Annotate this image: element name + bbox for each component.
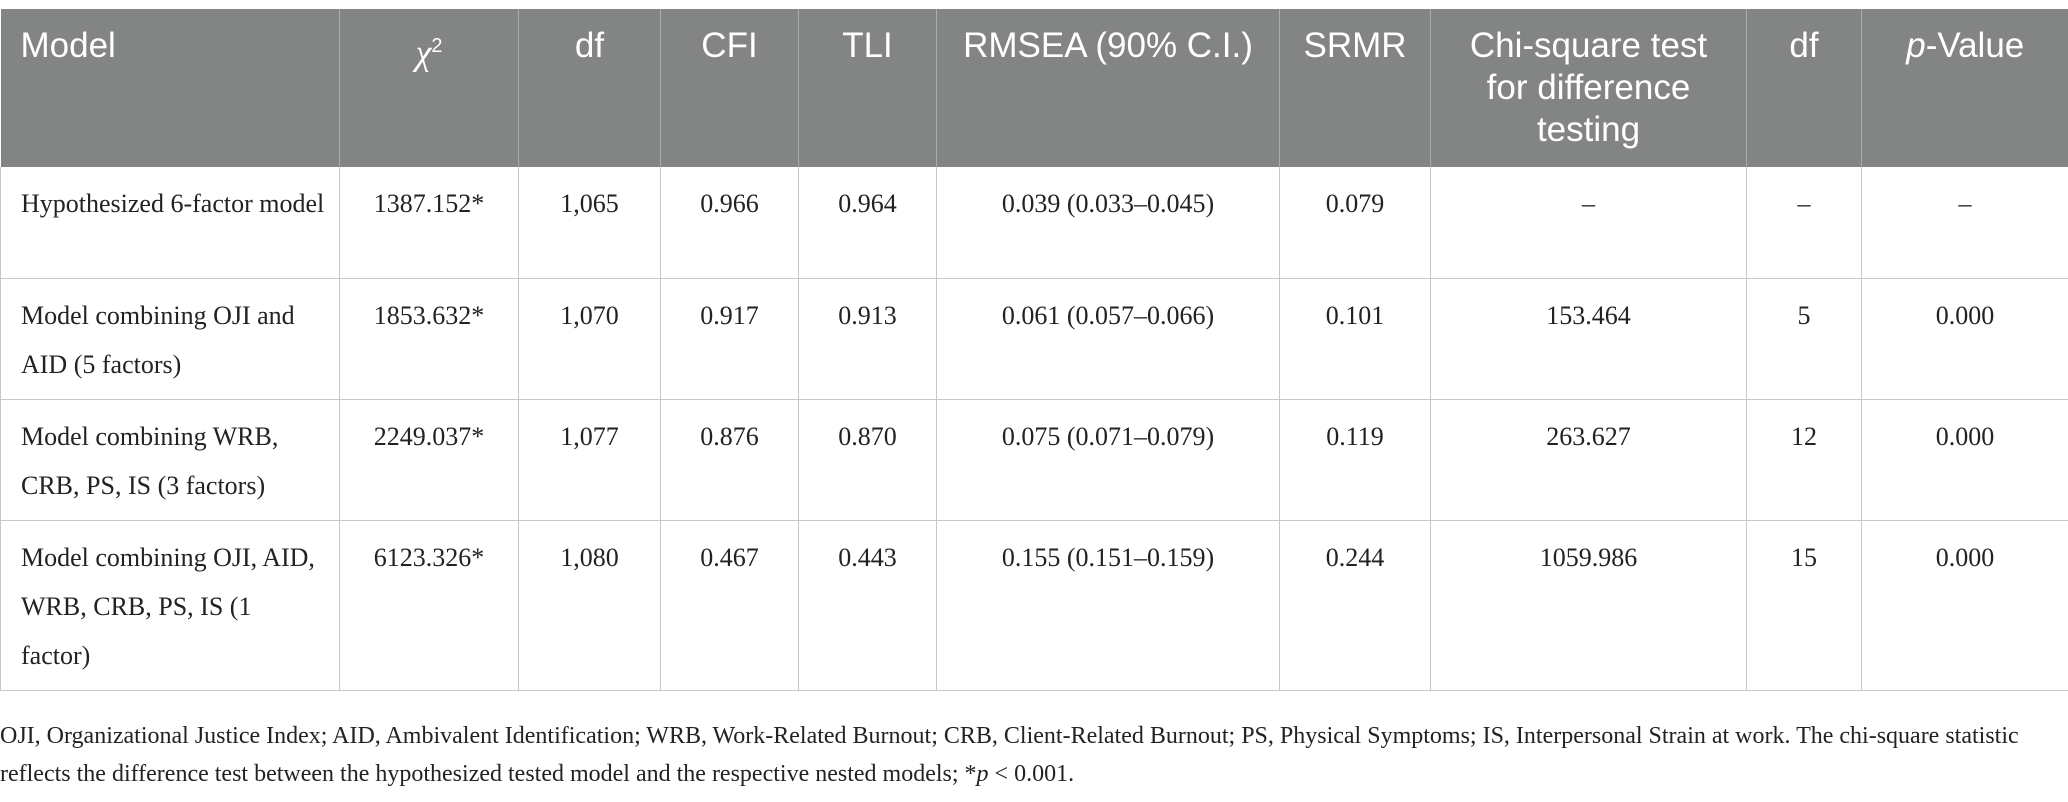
header-model: Model: [0, 9, 340, 167]
table-row: Model combining OJI and AID (5 factors) …: [0, 278, 2068, 400]
cell-cfi: 0.917: [660, 278, 799, 400]
header-df: df: [518, 9, 661, 167]
cell-cfi: 0.467: [660, 520, 799, 691]
header-rmsea: RMSEA (90% C.I.): [936, 9, 1280, 167]
header-cfi: CFI: [660, 9, 799, 167]
cell-df-diff: 15: [1746, 520, 1862, 691]
cell-p-value: 0.000: [1861, 520, 2068, 691]
header-row: Model χ2 df CFI TLI RMSEA (90% C.I.) SRM…: [0, 9, 2068, 167]
cell-model: Model combining WRB, CRB, PS, IS (3 fact…: [0, 399, 340, 521]
chi-symbol: χ: [415, 32, 432, 73]
cell-rmsea: 0.075 (0.071–0.079): [936, 399, 1280, 521]
chi-superscript: 2: [431, 35, 443, 57]
header-p-italic: p: [1906, 26, 1926, 65]
header-chi-square: χ2: [339, 9, 519, 167]
header-chisq-diff: Chi-square test for difference testing: [1430, 9, 1747, 167]
cell-srmr: 0.101: [1279, 278, 1431, 400]
cell-cfi: 0.876: [660, 399, 799, 521]
cell-model: Model combining OJI, AID, WRB, CRB, PS, …: [0, 520, 340, 691]
cell-df-diff: –: [1746, 167, 1862, 279]
header-tli: TLI: [798, 9, 937, 167]
model-fit-table: Model χ2 df CFI TLI RMSEA (90% C.I.) SRM…: [0, 9, 2068, 691]
cell-df: 1,070: [518, 278, 661, 400]
header-p-rest: -Value: [1925, 26, 2025, 65]
cell-chisq-diff: –: [1430, 167, 1747, 279]
table-row: Model combining WRB, CRB, PS, IS (3 fact…: [0, 399, 2068, 521]
cell-chisq-diff: 263.627: [1430, 399, 1747, 521]
cell-srmr: 0.079: [1279, 167, 1431, 279]
cell-rmsea: 0.039 (0.033–0.045): [936, 167, 1280, 279]
cell-model: Model combining OJI and AID (5 factors): [0, 278, 340, 400]
cell-model: Hypothesized 6-factor model: [0, 167, 340, 279]
footnote-tail: < 0.001.: [988, 761, 1075, 787]
cell-tli: 0.443: [798, 520, 937, 691]
cell-p-value: 0.000: [1861, 278, 2068, 400]
table-row: Model combining OJI, AID, WRB, CRB, PS, …: [0, 520, 2068, 691]
cell-chi2: 1387.152*: [339, 167, 519, 279]
cell-df: 1,080: [518, 520, 661, 691]
cell-df: 1,065: [518, 167, 661, 279]
cell-p-value: –: [1861, 167, 2068, 279]
footnote-p-italic: p: [976, 761, 989, 787]
cell-tli: 0.870: [798, 399, 937, 521]
cell-chisq-diff: 1059.986: [1430, 520, 1747, 691]
cell-cfi: 0.966: [660, 167, 799, 279]
header-p-value: p-Value: [1861, 9, 2068, 167]
cell-chisq-diff: 153.464: [1430, 278, 1747, 400]
cell-chi2: 2249.037*: [339, 399, 519, 521]
table-footnote: OJI, Organizational Justice Index; AID, …: [0, 717, 2060, 793]
cell-df-diff: 12: [1746, 399, 1862, 521]
cell-df-diff: 5: [1746, 278, 1862, 400]
cell-chi2: 6123.326*: [339, 520, 519, 691]
table-row: Hypothesized 6-factor model 1387.152* 1,…: [0, 167, 2068, 279]
cell-tli: 0.913: [798, 278, 937, 400]
cell-rmsea: 0.061 (0.057–0.066): [936, 278, 1280, 400]
header-df-diff: df: [1746, 9, 1862, 167]
cell-chi2: 1853.632*: [339, 278, 519, 400]
cell-df: 1,077: [518, 399, 661, 521]
cell-p-value: 0.000: [1861, 399, 2068, 521]
cell-rmsea: 0.155 (0.151–0.159): [936, 520, 1280, 691]
cell-tli: 0.964: [798, 167, 937, 279]
footnote-text: OJI, Organizational Justice Index; AID, …: [0, 723, 2019, 787]
header-srmr: SRMR: [1279, 9, 1431, 167]
cell-srmr: 0.244: [1279, 520, 1431, 691]
cell-srmr: 0.119: [1279, 399, 1431, 521]
